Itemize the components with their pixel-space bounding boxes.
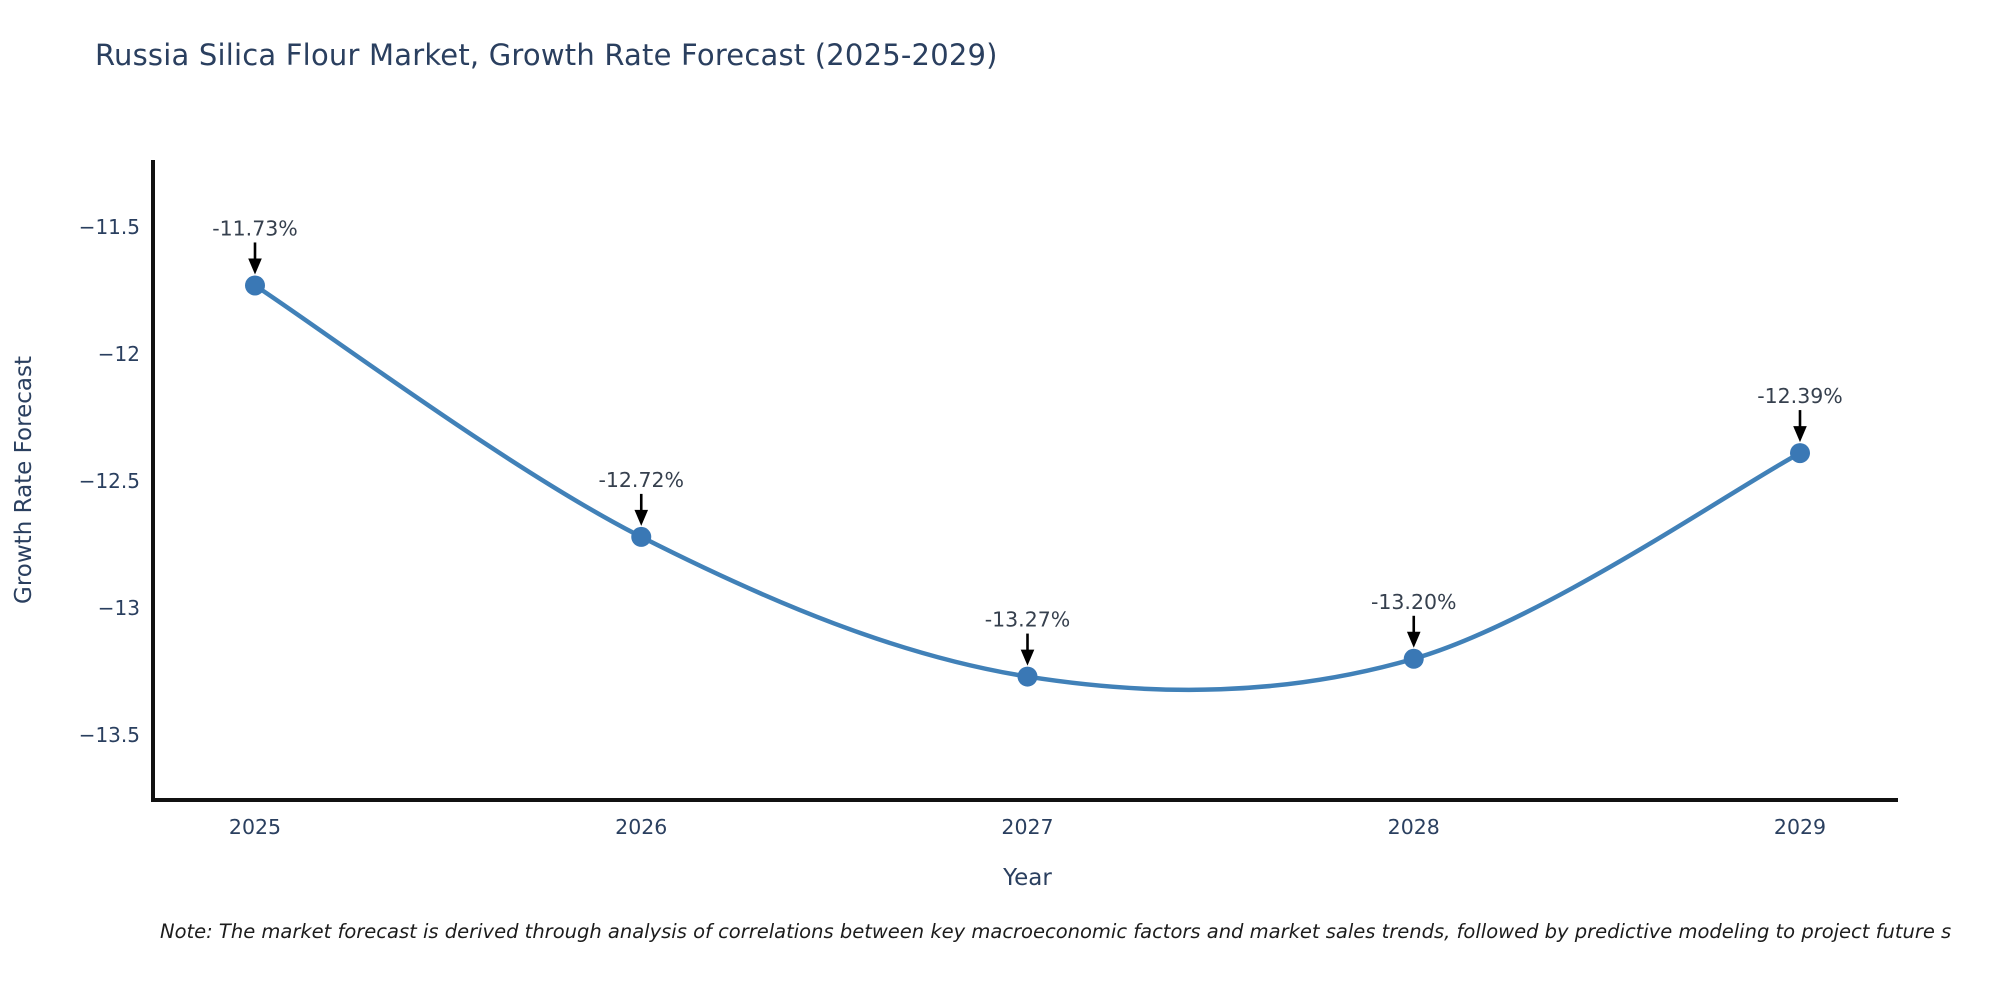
annotation-label: -11.73%: [212, 216, 298, 240]
y-tick-label: −13: [98, 596, 140, 620]
chart-title: Russia Silica Flour Market, Growth Rate …: [95, 38, 998, 72]
y-tick-label: −11.5: [79, 215, 140, 239]
x-tick-label: 2027: [1001, 815, 1053, 839]
x-tick-label: 2025: [229, 815, 281, 839]
data-point-marker: [1403, 648, 1424, 669]
x-tick-label: 2026: [615, 815, 667, 839]
data-point-marker: [631, 526, 652, 547]
annotation-arrowhead-icon: [1793, 426, 1807, 443]
annotation-arrowhead-icon: [1020, 649, 1035, 666]
data-point-marker: [245, 275, 265, 296]
annotation-label: -12.72%: [598, 468, 684, 492]
annotation-arrowhead-icon: [634, 509, 649, 526]
y-tick-label: −12.5: [79, 469, 140, 493]
annotation-label: -13.27%: [985, 608, 1071, 632]
chart-footnote: Note: The market forecast is derived thr…: [160, 920, 1952, 943]
data-point-marker: [1790, 443, 1810, 464]
annotation-arrowhead-icon: [1406, 631, 1421, 648]
annotation-label: -13.20%: [1371, 590, 1457, 614]
y-tick-label: −13.5: [79, 723, 140, 747]
y-axis-title: Growth Rate Forecast: [11, 356, 37, 604]
x-axis-title: Year: [1002, 865, 1052, 891]
x-tick-label: 2028: [1388, 815, 1440, 839]
annotation-label: -12.39%: [1757, 384, 1843, 408]
data-point-marker: [1017, 666, 1038, 687]
x-tick-label: 2029: [1774, 815, 1826, 839]
y-tick-label: −12: [98, 342, 140, 366]
annotation-arrowhead-icon: [248, 258, 262, 275]
